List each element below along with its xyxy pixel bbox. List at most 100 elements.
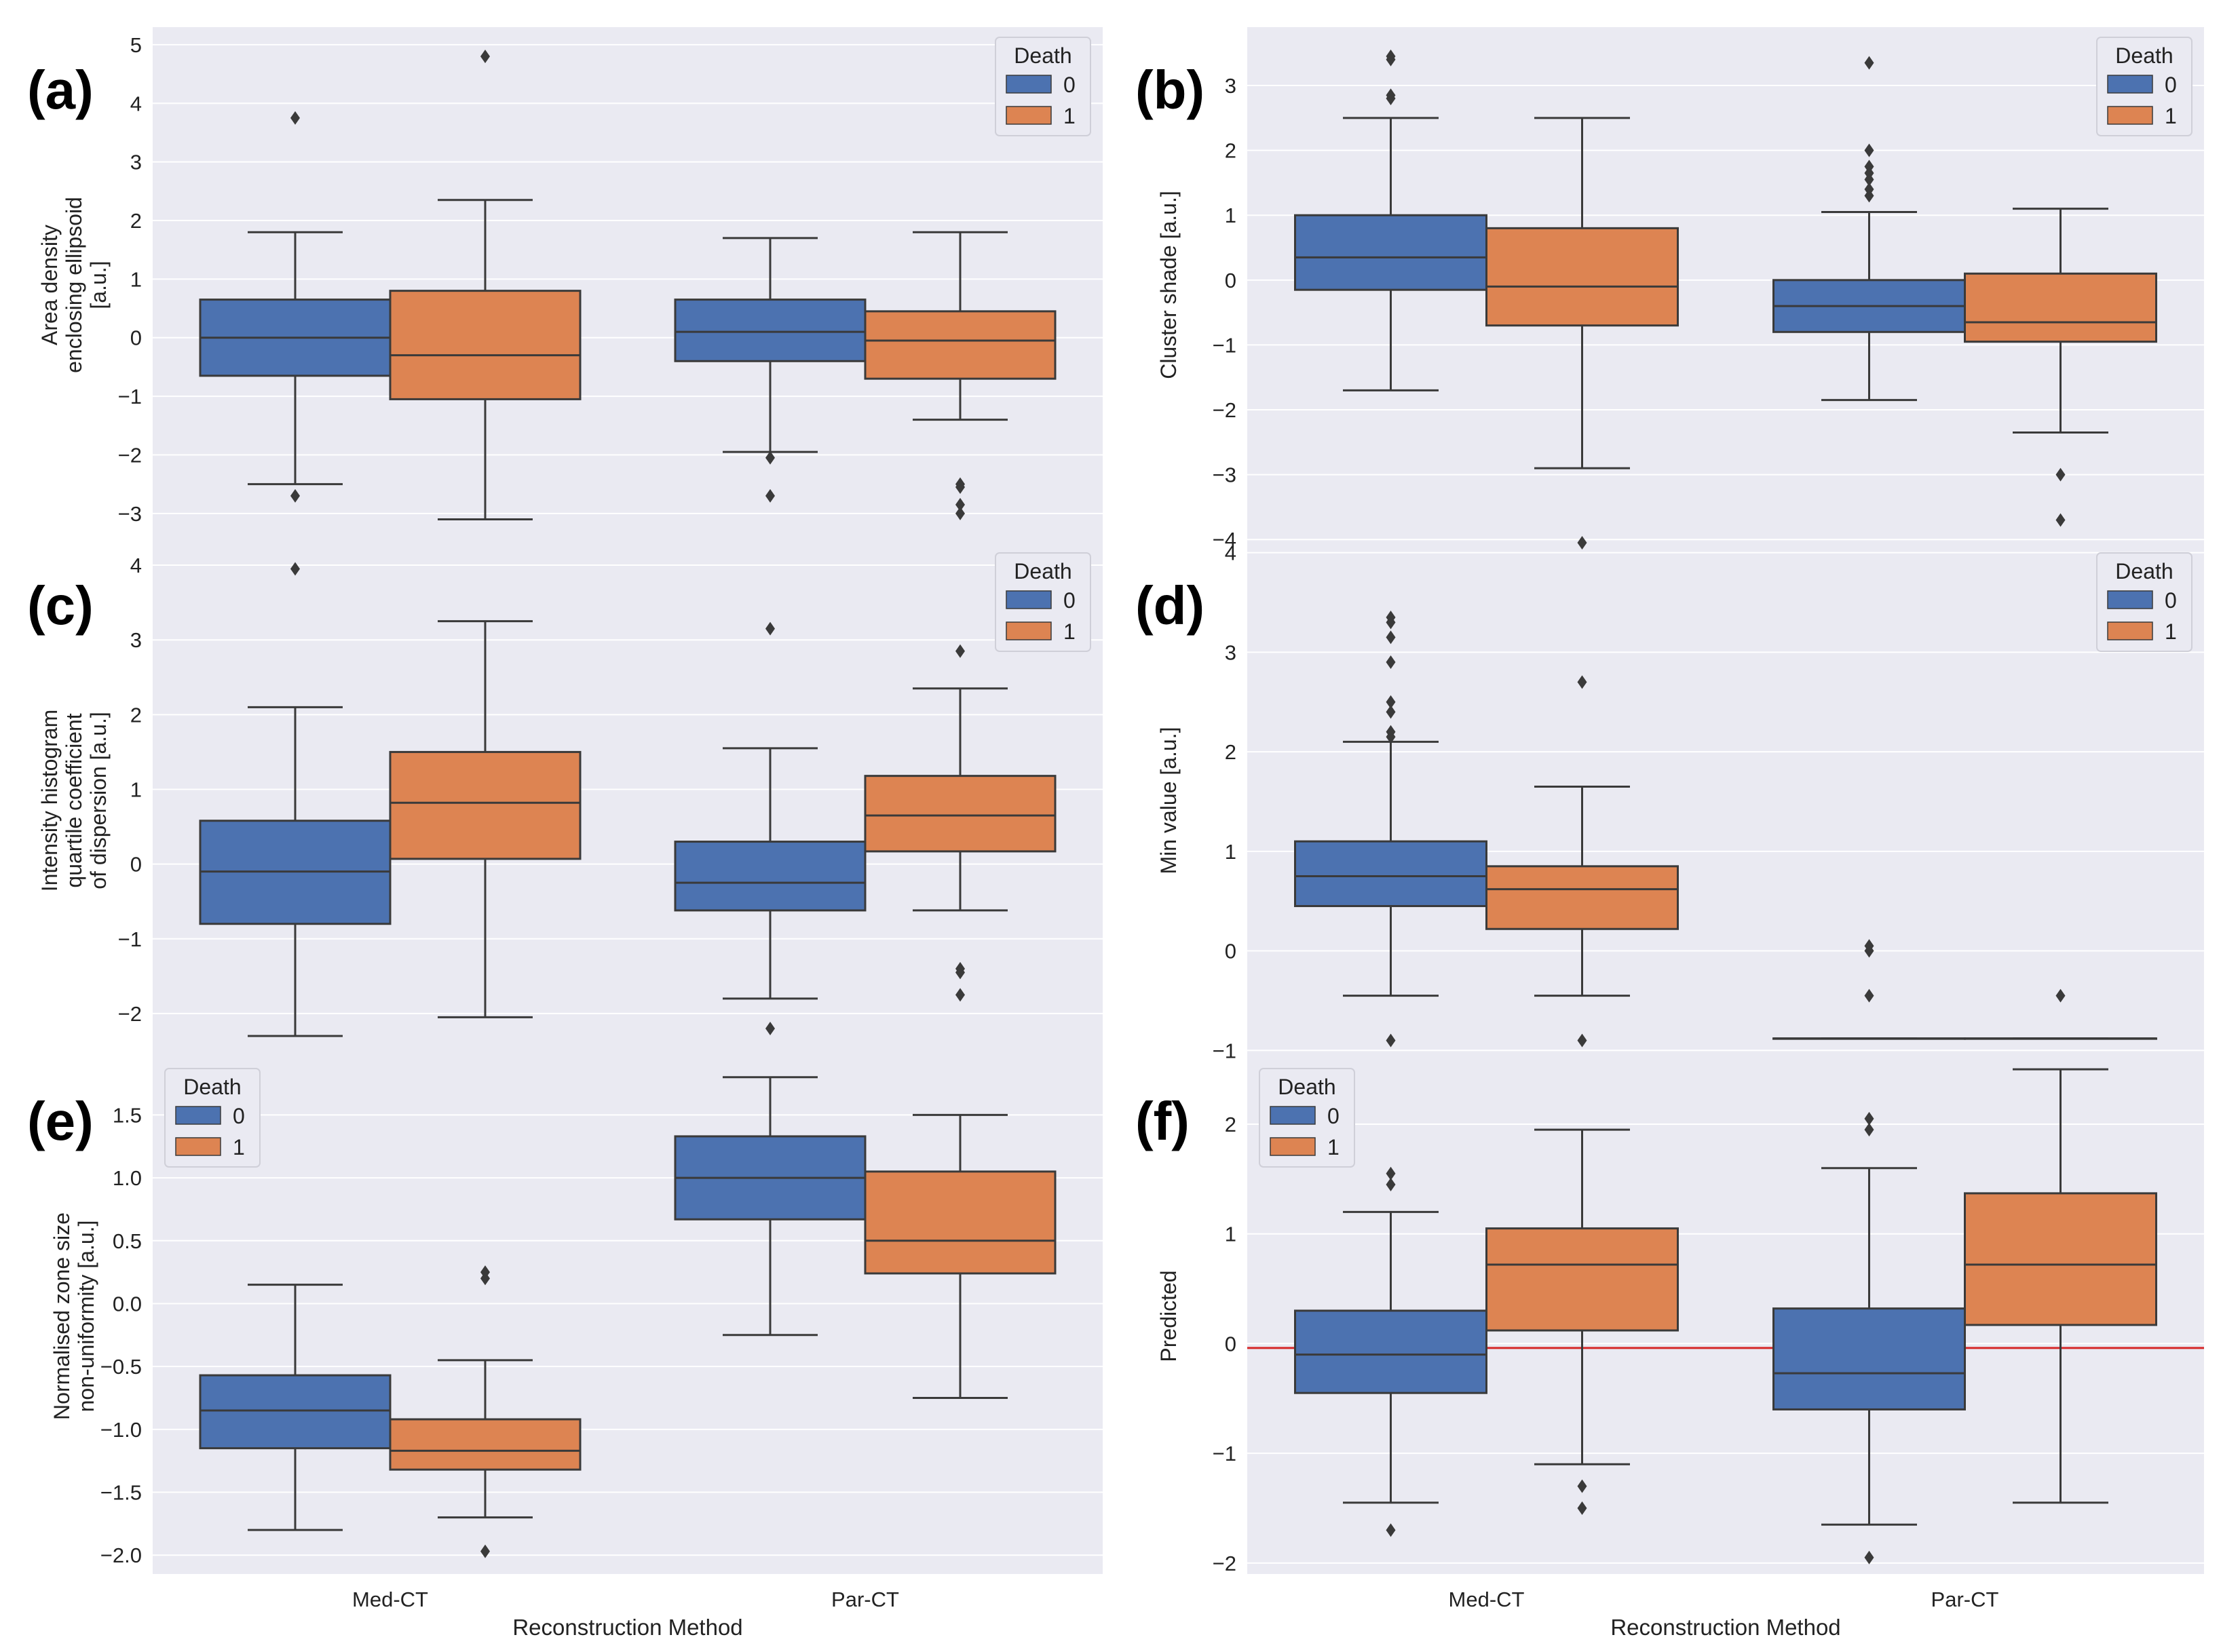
panel-c-par-ct-death-1-iqr-box bbox=[864, 775, 1057, 853]
panel-f-par-ct-death-0-iqr-box bbox=[1772, 1307, 1966, 1410]
panel-f-y-tick-label: −1 bbox=[1213, 1442, 1236, 1465]
panel-e-y-tick-label: −2.0 bbox=[100, 1543, 142, 1567]
panel-b: (b) −4 −3 −2 −1 0 1 2 3 Cluster shade [a.u.] Deat… bbox=[1135, 27, 2204, 552]
panel-b-y-tick-label: 2 bbox=[1225, 139, 1236, 163]
panel-d-legend-entry-1: 1 bbox=[2165, 619, 2177, 644]
panel-e-par-ct-death-0-box bbox=[674, 1076, 867, 1337]
panel-b-legend: Death 0 1 bbox=[2096, 37, 2192, 136]
panel-e-y-tick-label: −0.5 bbox=[100, 1355, 142, 1379]
panel-e-y-axis-label-line: non-uniformity [a.u.] bbox=[74, 1221, 98, 1413]
panel-d-y-tick-label: 4 bbox=[1225, 541, 1236, 565]
panel-d-y-tick-label: 0 bbox=[1225, 940, 1236, 963]
panel-a-par-ct-death-1-outlier bbox=[955, 497, 965, 512]
panel-a-y-axis-label-line: Area density bbox=[37, 225, 62, 345]
panel-a-y-tick-label: −2 bbox=[118, 443, 142, 467]
panel-b-y-axis-label: Cluster shade [a.u.] bbox=[1156, 191, 1181, 379]
x-tick-label-right-med-ct: Med-CT bbox=[1449, 1588, 1525, 1611]
panel-b-par-ct-death-0-outlier bbox=[1864, 143, 1874, 157]
panel-b-y-tick-label: −3 bbox=[1213, 463, 1236, 487]
x-tick-label-left-med-ct: Med-CT bbox=[352, 1588, 428, 1611]
panel-d-legend-swatch-0 bbox=[2107, 590, 2153, 609]
panel-a-par-ct-death-1-outlier bbox=[955, 506, 965, 520]
panel-c-legend-entry-1: 1 bbox=[1063, 619, 1076, 644]
panel-c-par-ct-death-1-box bbox=[864, 644, 1057, 1002]
panel-c-med-ct-death-0-outlier bbox=[290, 562, 300, 576]
panel-e-med-ct-death-1-iqr-box bbox=[389, 1418, 582, 1471]
panel-c-par-ct-death-1-outlier bbox=[955, 988, 965, 1002]
panel-e-legend-title: Death bbox=[183, 1075, 241, 1099]
panel-c-legend-swatch-1 bbox=[1006, 621, 1052, 640]
panel-a-legend: Death 0 1 bbox=[995, 37, 1091, 136]
panel-f-med-ct-death-0-outlier bbox=[1386, 1166, 1396, 1180]
panel-d-legend-entry-0: 0 bbox=[2165, 588, 2177, 613]
panel-f-y-tick-label: 0 bbox=[1225, 1332, 1236, 1356]
panel-c-legend: Death 0 1 bbox=[995, 552, 1091, 652]
panel-f-med-ct-death-1-iqr-box bbox=[1485, 1227, 1679, 1332]
panel-b-y-tick-label: 3 bbox=[1225, 74, 1236, 98]
panel-e-par-ct-death-1-box bbox=[864, 1113, 1057, 1399]
x-tick-label-left-par-ct: Par-CT bbox=[831, 1588, 899, 1611]
x-axis-label-left: Reconstruction Method bbox=[512, 1615, 742, 1640]
panel-c-legend-swatch-0 bbox=[1006, 590, 1052, 609]
panel-c-y-tick-label: −1 bbox=[118, 927, 142, 951]
panel-c-y-axis-label: Intensity histogramquartile coefficiento… bbox=[37, 710, 111, 892]
panel-c-med-ct-death-0-box bbox=[199, 562, 392, 1037]
panel-c-y-tick-label: 3 bbox=[130, 628, 142, 652]
panel-b-med-ct-death-1-iqr-box bbox=[1485, 227, 1679, 327]
panel-d-legend-title: Death bbox=[2115, 559, 2173, 583]
panel-b-med-ct-death-0-outlier bbox=[1386, 50, 1396, 64]
panel-e: (e) −2.0 −1.5 −1.0 −0.5 0.0 0.5 1.0 1.5 Normalis… bbox=[27, 1058, 1103, 1574]
panel-d-med-ct-death-1-outlier bbox=[1577, 1033, 1587, 1048]
panel-f-med-ct-death-0-outlier bbox=[1386, 1523, 1396, 1537]
panel-f-legend-entry-1: 1 bbox=[1327, 1135, 1340, 1159]
panel-c-y-tick-label: 1 bbox=[130, 777, 142, 801]
panel-a-y-tick-label: 4 bbox=[130, 92, 142, 115]
panel-b-legend-swatch-1 bbox=[2107, 106, 2153, 125]
panel-a-par-ct-death-0-box bbox=[674, 237, 867, 503]
panel-d-med-ct-death-0-outlier bbox=[1386, 695, 1396, 709]
panel-a-med-ct-death-0-outlier bbox=[290, 111, 300, 125]
panel-f-legend-swatch-0 bbox=[1270, 1106, 1316, 1125]
panel-f-y-tick-label: −2 bbox=[1213, 1552, 1236, 1575]
panel-a-par-ct-death-0-outlier bbox=[765, 488, 775, 503]
panel-a-med-ct-death-1-outlier bbox=[480, 50, 490, 64]
panel-d-y-axis-label: Min value [a.u.] bbox=[1156, 727, 1181, 875]
panel-e-med-ct-death-0-iqr-box bbox=[199, 1374, 392, 1450]
panel-d: (d) −1 0 1 2 3 4 Min value [a.u.] Death 0 1 bbox=[1135, 536, 2204, 1062]
panel-e-med-ct-death-1-outlier bbox=[480, 1544, 490, 1558]
panel-b-y-tick-label: −1 bbox=[1213, 333, 1236, 357]
panel-f-legend-swatch-1 bbox=[1270, 1137, 1316, 1156]
panel-f-med-ct-death-0-iqr-box bbox=[1294, 1309, 1487, 1394]
panel-b-legend-entry-0: 0 bbox=[2165, 73, 2177, 97]
panel-d-par-ct-death-1-outlier bbox=[2055, 988, 2066, 1003]
panel-d-y-tick-label: −1 bbox=[1213, 1039, 1236, 1062]
panel-b-y-axis-label-line: Cluster shade [a.u.] bbox=[1156, 191, 1181, 379]
panel-d-med-ct-death-1-outlier bbox=[1577, 675, 1587, 689]
panel-f-med-ct-death-0-box bbox=[1294, 1166, 1487, 1537]
panel-c-y-tick-label: 0 bbox=[130, 853, 142, 877]
panel-e-legend-swatch-1 bbox=[175, 1137, 221, 1156]
panel-e-axes-background bbox=[153, 1058, 1103, 1574]
panel-f-y-axis-label: Predicted bbox=[1156, 1270, 1181, 1362]
panel-a-legend-title: Death bbox=[1014, 43, 1071, 68]
panel-c-par-ct-death-0-box bbox=[674, 621, 867, 1035]
panel-d-par-ct-death-0-outlier bbox=[1864, 988, 1874, 1003]
panel-f: (f) −2 −1 0 1 2 Predicted Death 0 1 bbox=[1135, 1058, 2204, 1575]
panel-a-par-ct-death-1-outlier bbox=[955, 480, 965, 494]
panel-a-y-axis-label-line: enclosing ellipsoid bbox=[62, 197, 86, 373]
panel-a-legend-swatch-0 bbox=[1006, 75, 1052, 94]
panel-b-y-tick-label: −4 bbox=[1213, 528, 1236, 552]
panel-d-med-ct-death-0-outlier bbox=[1386, 630, 1396, 645]
panel-e-y-tick-label: −1.5 bbox=[100, 1481, 142, 1505]
x-tick-label-right-par-ct: Par-CT bbox=[1931, 1588, 1999, 1611]
panel-c-label: (c) bbox=[27, 575, 94, 636]
panel-e-y-tick-label: 0.5 bbox=[113, 1229, 142, 1253]
panel-d-y-tick-label: 3 bbox=[1225, 640, 1236, 664]
panel-a-y-tick-label: −3 bbox=[118, 502, 142, 526]
panel-a-par-ct-death-0-iqr-box bbox=[674, 299, 867, 362]
panel-a-legend-entry-1: 1 bbox=[1063, 104, 1076, 128]
panel-a: (a) −3 −2 −1 0 1 2 3 4 5 Area densityenclosing el… bbox=[27, 27, 1103, 543]
panel-e-legend-entry-0: 0 bbox=[233, 1104, 245, 1128]
panel-f-med-ct-death-0-outlier bbox=[1386, 1177, 1396, 1191]
panel-f-legend-title: Death bbox=[1278, 1075, 1335, 1099]
